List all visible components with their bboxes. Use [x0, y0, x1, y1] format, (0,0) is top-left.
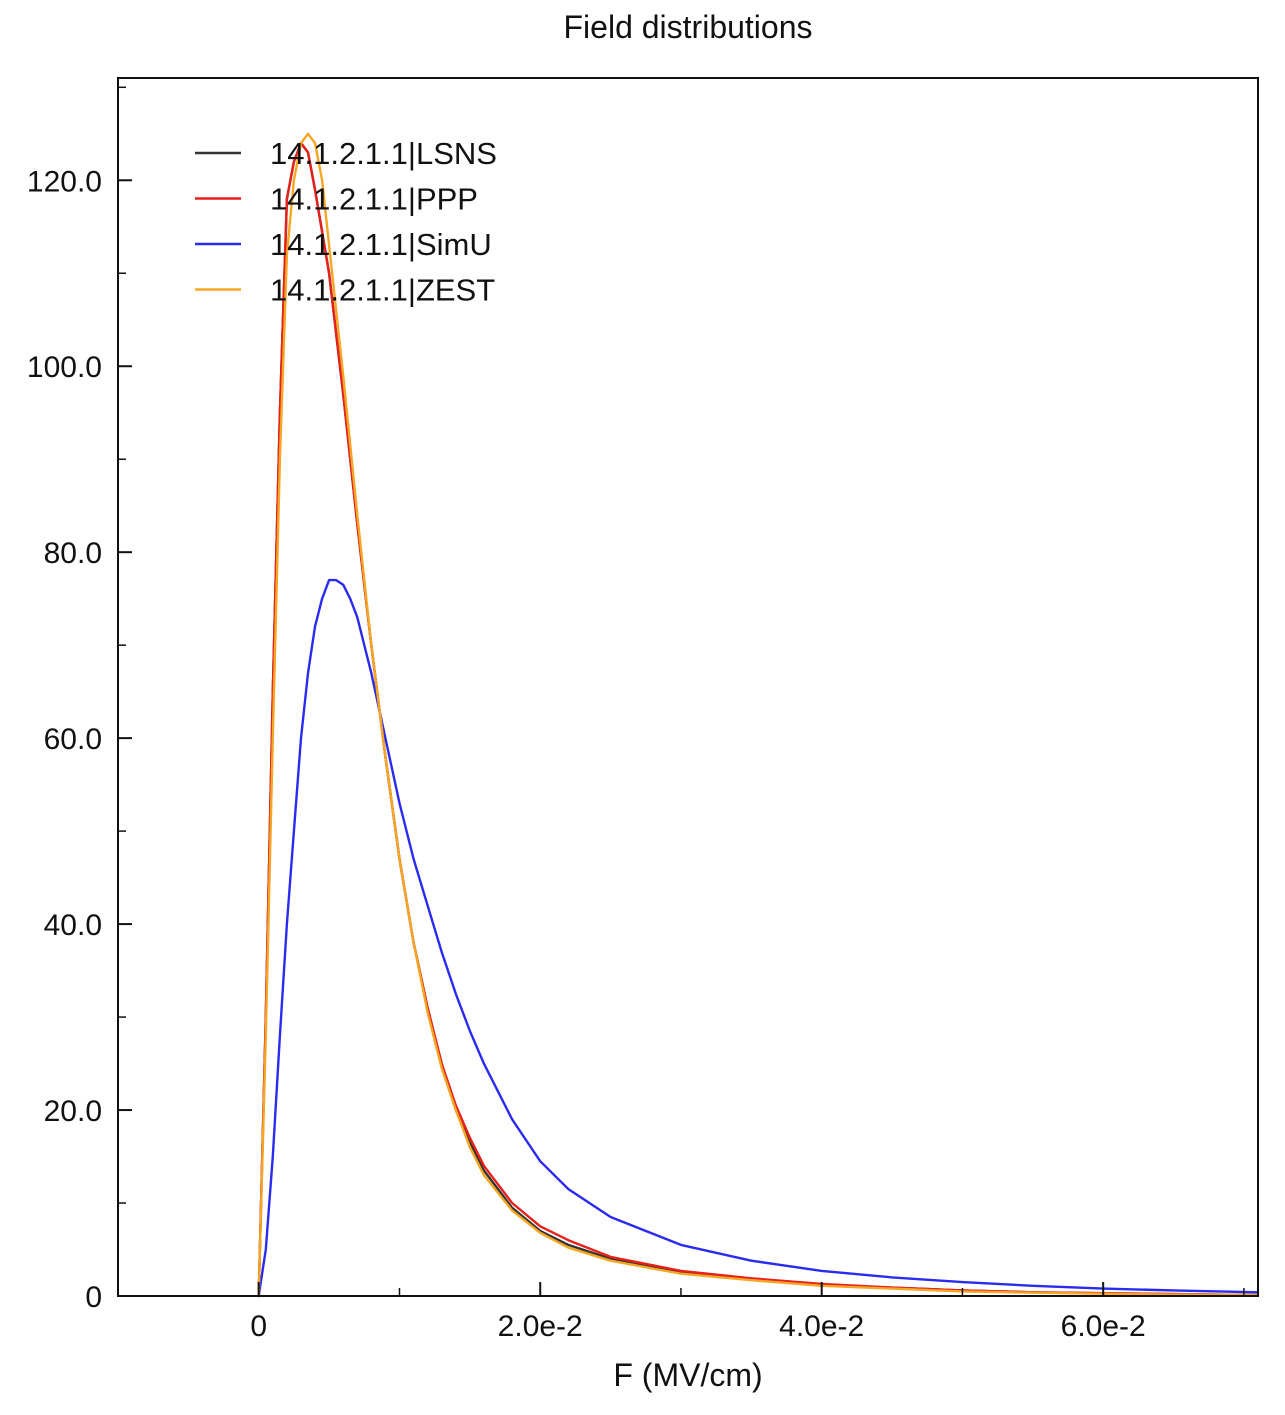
y-tick-label: 100.0	[27, 351, 102, 384]
y-tick-label: 0	[85, 1281, 102, 1314]
series-line-4	[257, 132, 1260, 1298]
y-tick-label: 40.0	[44, 909, 102, 942]
y-tick-label: 120.0	[27, 165, 102, 198]
x-tick-label: 0	[250, 1310, 267, 1343]
series-line-3	[257, 578, 1260, 1298]
legend-entry-label: 14.1.2.1.1|PPP	[270, 182, 478, 217]
y-tick-label: 60.0	[44, 723, 102, 756]
legend-entry-label: 14.1.2.1.1|SimU	[270, 227, 492, 262]
x-tick-label: 2.0e-2	[498, 1310, 583, 1343]
plot-area-frame	[117, 77, 1259, 1297]
x-axis-label: F (MV/cm)	[613, 1357, 762, 1393]
chart-title: Field distributions	[564, 9, 813, 45]
legend-entry-label: 14.1.2.1.1|LSNS	[270, 136, 497, 171]
legend: 14.1.2.1.1|LSNS 14.1.2.1.1|PPP 14.1.2.1.1|…	[195, 136, 497, 308]
legend-entry-label: 14.1.2.1.1|ZEST	[270, 273, 495, 308]
y-tick-label: 80.0	[44, 537, 102, 570]
x-tick-label: 4.0e-2	[779, 1310, 864, 1343]
y-tick-label: 20.0	[44, 1095, 102, 1128]
series-layer	[257, 132, 1260, 1298]
tick-layer: 0 20.0 40.0 60.0 80.0 100.0 120.0 0 2.0e-2 4.0e-2…	[27, 86, 1245, 1343]
x-tick-label: 6.0e-2	[1061, 1310, 1146, 1343]
